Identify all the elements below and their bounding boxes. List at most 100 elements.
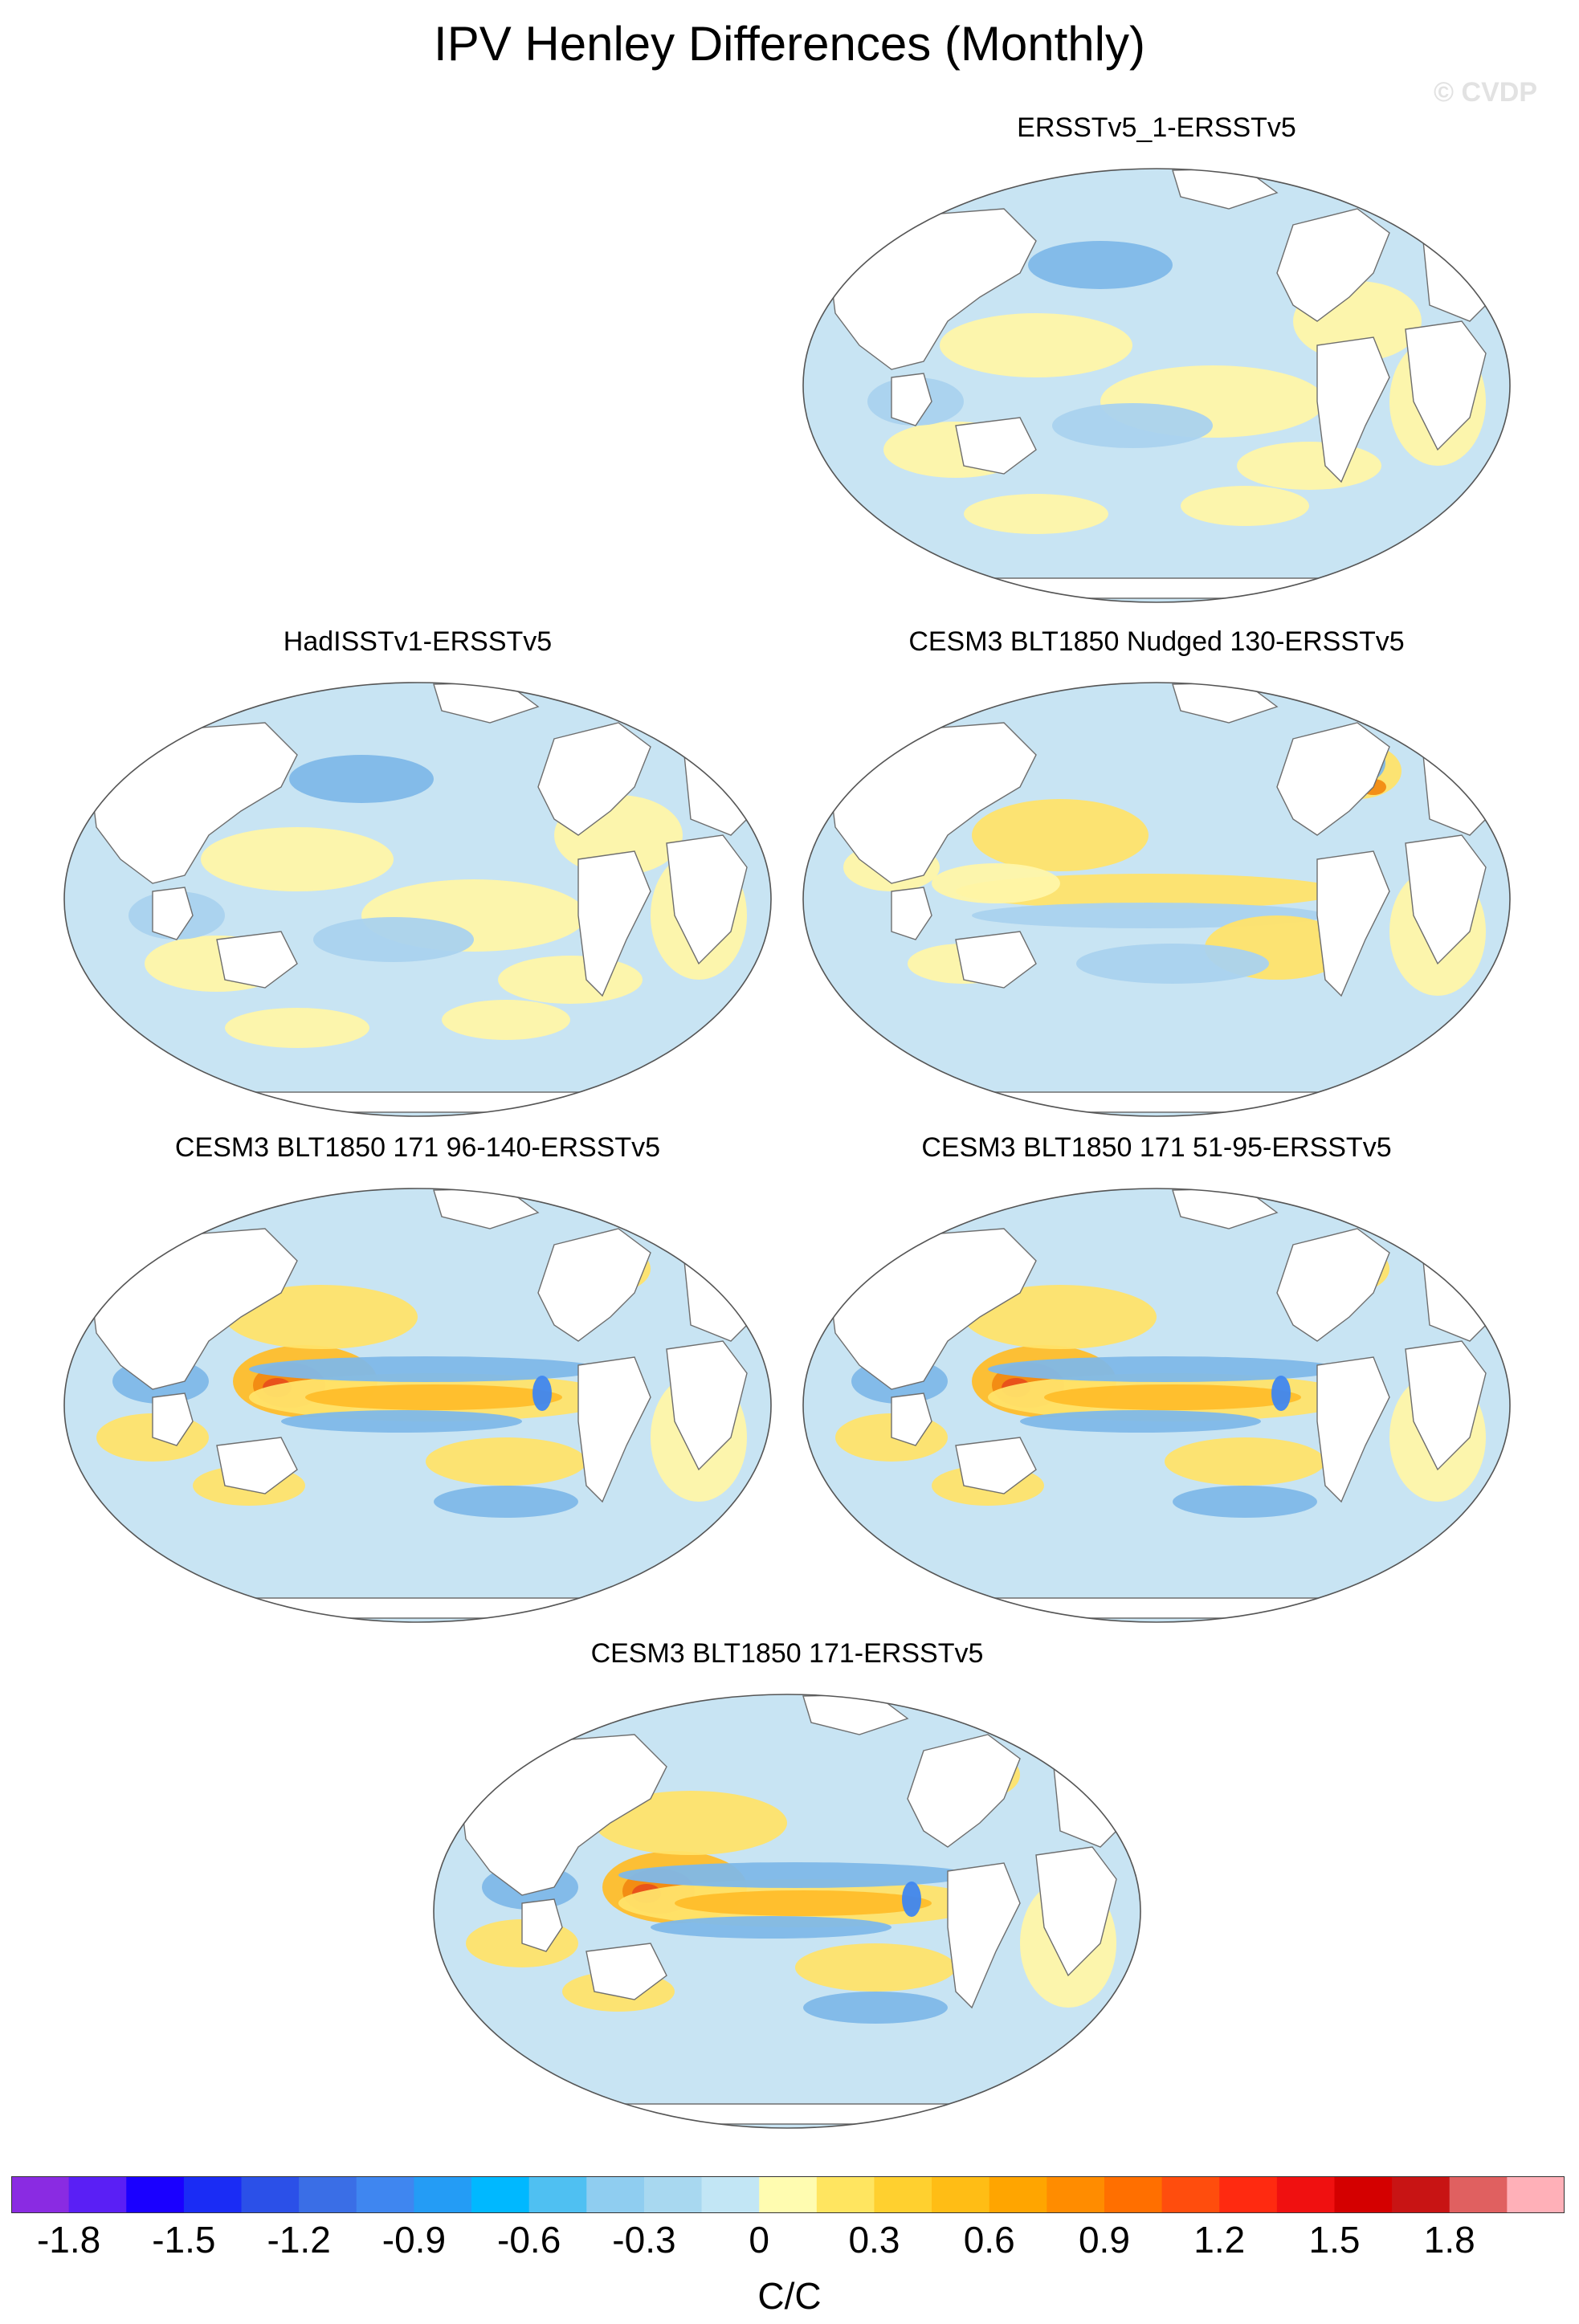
colorbar-tick-label: -0.3 <box>612 2219 676 2261</box>
colorbar-swatch <box>1334 2176 1393 2213</box>
continent <box>891 1392 932 1446</box>
anomaly-contour <box>225 1008 369 1048</box>
anomaly-contour <box>803 1992 948 2024</box>
map-panel-nudged-130: CESM3 BLT1850 Nudged 130-ERSSTv5 <box>795 626 1518 1140</box>
colorbar-tick-label: 0.3 <box>848 2219 900 2261</box>
anomaly-contour <box>651 1916 892 1939</box>
anomaly-contour <box>434 1486 578 1518</box>
anomaly-contour <box>1076 944 1269 984</box>
colorbar-swatch <box>1276 2176 1335 2213</box>
continent <box>1421 738 1503 836</box>
colorbar-swatch <box>1161 2176 1220 2213</box>
anomaly-contour <box>442 1000 570 1040</box>
continent <box>521 1898 563 1952</box>
colorbar-swatch <box>183 2176 243 2213</box>
continent <box>955 931 1037 989</box>
map-panel-ersstv5-1: ERSSTv5_1-ERSSTv5 <box>795 112 1518 626</box>
continent <box>1316 1356 1390 1503</box>
map-panel-171-51-95: CESM3 BLT1850 171 51-95-ERSSTv5 <box>795 1132 1518 1646</box>
map-outline <box>433 1694 1141 2129</box>
colorbar-swatch <box>241 2176 300 2213</box>
anomaly-contour <box>1020 1410 1261 1433</box>
continent <box>1276 208 1390 322</box>
watermark: © CVDP <box>1434 77 1537 108</box>
colorbar-swatch <box>1104 2176 1163 2213</box>
colorbar-tick-label: 1.5 <box>1308 2219 1361 2261</box>
robinson-map <box>433 1694 1141 2129</box>
continent <box>682 738 764 836</box>
continent <box>553 2103 1022 2125</box>
continent <box>1316 850 1390 997</box>
colorbar-swatch <box>126 2176 185 2213</box>
colorbar-swatch <box>759 2176 818 2213</box>
colorbar-tick-label: -1.2 <box>267 2219 331 2261</box>
ocean-field <box>803 683 1510 1116</box>
robinson-map <box>802 1188 1511 1623</box>
ocean-field <box>803 169 1510 602</box>
continent <box>152 1392 194 1446</box>
colorbar-swatch <box>816 2176 875 2213</box>
continent <box>907 1734 1021 1848</box>
colorbar-swatch <box>299 2176 357 2213</box>
anomaly-contour <box>305 1384 562 1410</box>
continent <box>1276 1228 1390 1342</box>
anomaly-contour <box>1237 442 1381 490</box>
map-panel-171-96-140: CESM3 BLT1850 171 96-140-ERSSTv5 <box>56 1132 779 1646</box>
anomaly-contour <box>964 494 1108 534</box>
continent <box>1421 224 1503 322</box>
colorbar-swatch <box>989 2176 1047 2213</box>
continent <box>1405 1340 1487 1471</box>
colorbar-swatch <box>1392 2176 1450 2213</box>
robinson-map <box>802 682 1511 1117</box>
colorbar-units: C/C <box>757 2275 822 2317</box>
colorbar-swatch <box>1219 2176 1278 2213</box>
map-panel-hadisst: HadISSTv1-ERSSTv5 <box>56 626 779 1140</box>
continent <box>577 850 651 997</box>
colorbar-tick-label: -0.9 <box>381 2219 447 2261</box>
ocean-field <box>434 1694 1140 2128</box>
anomaly-contour <box>902 1882 921 1917</box>
colorbar-border <box>11 2176 1565 2213</box>
panel-title: HadISSTv1-ERSSTv5 <box>283 626 553 657</box>
continent <box>947 1862 1021 2009</box>
ocean-field <box>64 1189 771 1622</box>
robinson-map <box>63 682 772 1117</box>
map-outline <box>802 168 1511 603</box>
continent <box>891 373 932 426</box>
anomaly-contour <box>249 1356 602 1382</box>
colorbar-swatch <box>356 2176 414 2213</box>
panel-title: CESM3 BLT1850 Nudged 130-ERSSTv5 <box>908 626 1405 657</box>
robinson-map <box>63 1188 772 1623</box>
colorbar-swatch <box>528 2176 587 2213</box>
anomaly-contour <box>201 827 394 891</box>
continent <box>891 887 932 940</box>
continent <box>1035 1846 1117 1977</box>
colorbar-tick-label: -1.8 <box>36 2219 101 2261</box>
anomaly-contour <box>225 1285 418 1349</box>
colorbar-tick-label: -0.6 <box>497 2219 561 2261</box>
anomaly-contour <box>618 1862 972 1888</box>
colorbar-swatch <box>1449 2176 1508 2213</box>
anomaly-contour <box>532 1376 552 1411</box>
anomaly-contour <box>795 1943 956 1992</box>
anomaly-contour <box>675 1890 932 1916</box>
continent <box>1051 1750 1133 1848</box>
anomaly-contour <box>1052 403 1213 448</box>
continent <box>216 931 298 989</box>
colorbar-swatch <box>1047 2176 1105 2213</box>
anomaly-contour <box>1044 1384 1301 1410</box>
colorbar-tick-label: 0.6 <box>963 2219 1015 2261</box>
continent <box>183 1597 653 1619</box>
continent <box>922 1091 1392 1113</box>
map-outline <box>63 1188 772 1623</box>
continent <box>216 1437 298 1494</box>
colorbar-tick-label: 0.9 <box>1078 2219 1130 2261</box>
anomaly-contour <box>594 1791 787 1855</box>
anomaly-contour <box>498 956 643 1004</box>
colorbar <box>11 2176 1565 2213</box>
map-outline <box>802 682 1511 1117</box>
map-panel-171: CESM3 BLT1850 171-ERSSTv5 <box>426 1638 1149 2152</box>
anomaly-contour <box>313 917 474 962</box>
panel-title: ERSSTv5_1-ERSSTv5 <box>1017 112 1296 143</box>
colorbar-swatch <box>701 2176 760 2213</box>
